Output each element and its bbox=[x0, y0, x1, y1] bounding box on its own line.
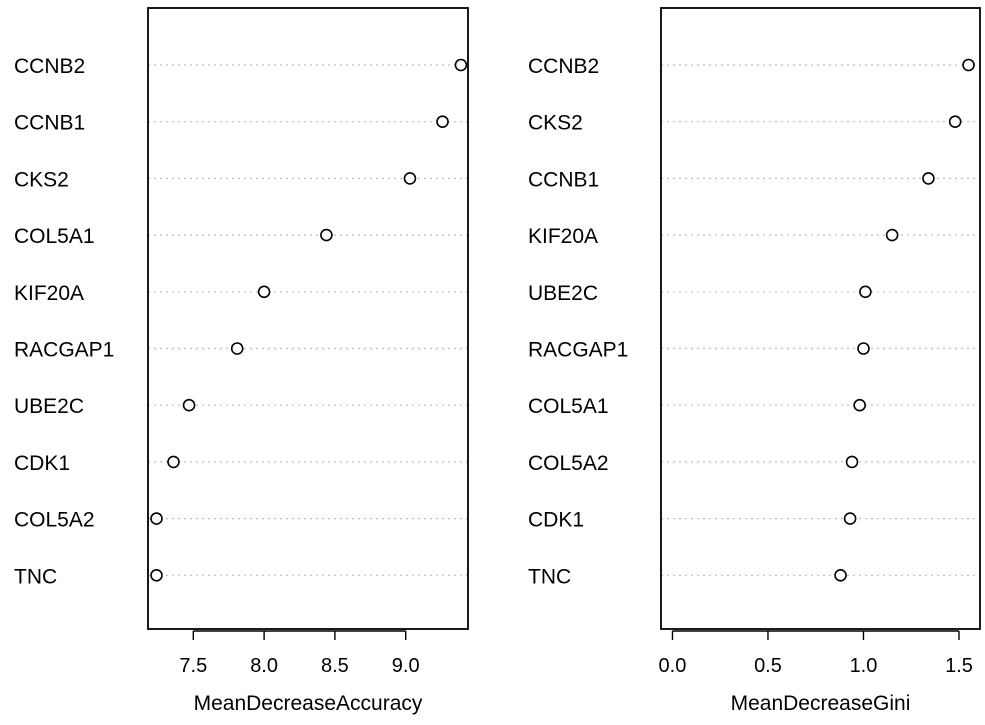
row-label: CKS2 bbox=[14, 168, 69, 191]
x-axis-label: MeanDecreaseGini bbox=[731, 692, 911, 715]
data-point bbox=[454, 58, 468, 72]
data-point bbox=[150, 568, 163, 582]
x-tick-label: 0.0 bbox=[659, 655, 687, 677]
data-point bbox=[853, 398, 866, 412]
data-point bbox=[859, 285, 872, 299]
row-label: COL5A1 bbox=[528, 395, 609, 418]
data-point bbox=[436, 115, 449, 128]
chart-panel-1: CCNB2 CCNB1 CKS2 COL5A1 KIF20A RACGAP1 UBE2C CD… bbox=[14, 7, 469, 715]
data-point bbox=[230, 342, 244, 355]
x-tick-label: 9.0 bbox=[392, 655, 420, 677]
x-tick-label: 8.0 bbox=[250, 655, 278, 677]
data-point bbox=[922, 172, 935, 185]
data-point bbox=[843, 512, 857, 525]
x-tick-label: 8.5 bbox=[321, 655, 349, 677]
x-tick-label: 0.5 bbox=[754, 655, 782, 677]
data-point bbox=[403, 172, 417, 185]
data-point bbox=[885, 228, 899, 242]
data-point bbox=[320, 228, 333, 242]
row-label: RACGAP1 bbox=[14, 339, 114, 362]
row-label: CCNB2 bbox=[14, 55, 85, 78]
chart-panel-2: CCNB2 CKS2 CCNB1 KIF20A UBE2C RACGAP1 COL5A1 CO… bbox=[528, 7, 981, 715]
data-point bbox=[834, 568, 847, 582]
row-label: CKS2 bbox=[528, 112, 583, 135]
x-axis-label: MeanDecreaseAccuracy bbox=[194, 692, 423, 715]
row-label: CDK1 bbox=[14, 452, 70, 475]
data-point bbox=[167, 455, 180, 469]
row-label: KIF20A bbox=[528, 225, 598, 248]
x-tick-label: 1.5 bbox=[945, 655, 973, 677]
data-point bbox=[150, 512, 163, 525]
row-label: CCNB2 bbox=[528, 55, 599, 78]
plot-frame bbox=[660, 7, 981, 630]
row-label: CCNB1 bbox=[528, 168, 599, 191]
plot-frame bbox=[147, 7, 469, 630]
row-label: TNC bbox=[14, 565, 57, 588]
row-label: KIF20A bbox=[14, 282, 84, 305]
x-tick-label: 1.0 bbox=[850, 655, 878, 677]
data-point bbox=[948, 115, 962, 128]
row-label: CDK1 bbox=[528, 509, 584, 532]
data-point bbox=[857, 342, 870, 355]
row-label: CCNB1 bbox=[14, 112, 85, 135]
data-point bbox=[845, 455, 859, 469]
row-label: RACGAP1 bbox=[528, 339, 628, 362]
row-label: COL5A2 bbox=[528, 452, 609, 475]
row-label: TNC bbox=[528, 565, 571, 588]
data-point bbox=[257, 285, 271, 299]
data-point bbox=[962, 58, 975, 72]
x-tick-label: 7.5 bbox=[179, 655, 207, 677]
row-label: UBE2C bbox=[14, 395, 84, 418]
data-point bbox=[182, 398, 196, 412]
row-label: COL5A2 bbox=[14, 509, 95, 532]
row-label: UBE2C bbox=[528, 282, 598, 305]
row-label: COL5A1 bbox=[14, 225, 95, 248]
